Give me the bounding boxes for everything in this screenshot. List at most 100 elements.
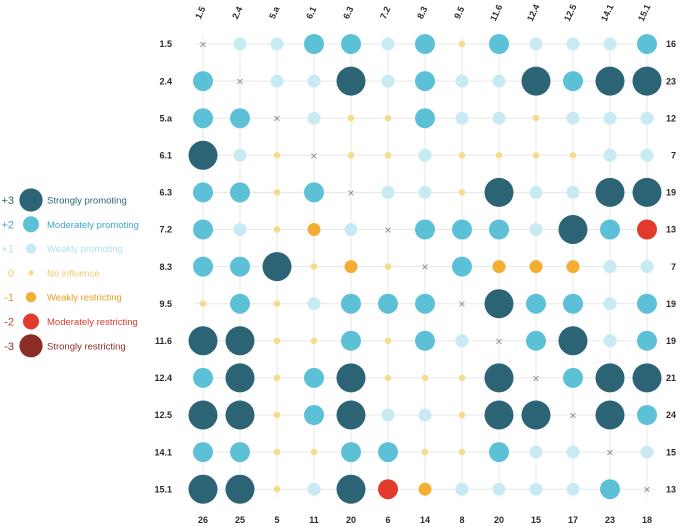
- bubble-9.5-7.2: [378, 293, 398, 314]
- column-sum: 20: [346, 515, 356, 525]
- legend-score: +3: [1, 195, 14, 207]
- bubble-1.5-5.a: [270, 37, 284, 51]
- self-interaction-mark: ×: [384, 225, 392, 236]
- bubble-9.5-5.a: [273, 300, 281, 308]
- legend-label: Strongly promoting: [47, 196, 127, 207]
- bubble-8.3-6.3: [344, 260, 358, 274]
- legend-label: Strongly restricting: [47, 341, 126, 352]
- bubble-8.3-12.5: [566, 260, 580, 274]
- bubble-11.6-15.1: [637, 330, 657, 351]
- bubble-6.3-8.3: [418, 185, 432, 199]
- column-sum: 25: [235, 515, 245, 525]
- bubble-1.5-15.1: [637, 34, 657, 54]
- bubble-2.4-12.5: [563, 71, 583, 92]
- bubble-12.4-1.5: [193, 367, 213, 388]
- row-label: 5.a: [159, 113, 173, 123]
- bubble-12.5-11.6: [484, 400, 514, 430]
- bubble-14.1-12.4: [529, 445, 543, 459]
- column-label: 9.5: [452, 5, 466, 21]
- column-sum: 20: [494, 515, 504, 525]
- bubble-5.a-6.3: [347, 114, 355, 122]
- bubble-11.6-8.3: [415, 330, 435, 351]
- legend-swatch: [19, 188, 43, 212]
- bubble-8.3-15.1: [640, 260, 654, 274]
- bubble-8.3-5.a: [262, 252, 292, 282]
- bubble-6.3-11.6: [484, 177, 514, 207]
- column-label: 14.1: [599, 3, 615, 23]
- bubble-12.5-8.3: [418, 408, 432, 422]
- row-sum: 13: [666, 484, 676, 494]
- bubble-12.5-15.1: [637, 405, 657, 425]
- bubble-9.5-2.4: [230, 293, 250, 314]
- bubble-2.4-1.5: [193, 71, 213, 92]
- row-label: 12.4: [154, 373, 172, 383]
- bubble-5.a-12.5: [566, 111, 580, 125]
- bubble-15.1-6.3: [336, 474, 366, 504]
- bubble-11.6-7.2: [384, 337, 392, 345]
- bubble-9.5-6.1: [307, 297, 321, 311]
- column-label: 12.4: [525, 3, 541, 23]
- bubble-9.5-6.3: [341, 293, 361, 314]
- bubble-12.4-14.1: [595, 363, 625, 393]
- bubble-12.5-9.5: [458, 411, 466, 419]
- row-label: 11.6: [155, 336, 172, 346]
- bubble-1.5-11.6: [489, 34, 509, 54]
- bubble-12.4-6.1: [304, 367, 324, 388]
- bubble-12.5-5.a: [273, 411, 281, 419]
- self-interaction-mark: ×: [606, 448, 614, 459]
- bubble-6.1-9.5: [458, 152, 466, 159]
- column-label: 2.4: [230, 5, 244, 21]
- bubble-6.3-7.2: [381, 185, 395, 199]
- row-sum: 7: [671, 262, 676, 272]
- bubble-12.5-1.5: [188, 400, 218, 430]
- bubble-12.5-14.1: [595, 400, 625, 430]
- bubble-6.3-15.1: [632, 177, 662, 207]
- column-label: 11.6: [488, 3, 504, 23]
- column-sum: 26: [198, 515, 208, 525]
- legend-score: 0: [8, 268, 14, 280]
- bubble-12.5-6.3: [336, 400, 366, 430]
- bubble-2.4-11.6: [492, 74, 506, 88]
- bubble-8.3-2.4: [230, 256, 250, 277]
- bubble-7.2-11.6: [489, 219, 509, 240]
- row-sum: 21: [666, 373, 676, 383]
- bubble-11.6-9.5: [455, 334, 469, 348]
- column-sum: 11: [309, 515, 319, 525]
- bubble-12.4-11.6: [484, 363, 514, 393]
- bubble-1.5-6.3: [341, 34, 361, 54]
- bubble-12.4-8.3: [421, 374, 429, 382]
- axis-labels: 1.5 2.4 5.a 6.1 6.3 7.2 8.3 9.5 11.6 12.4 12.5 14.1…: [154, 3, 676, 525]
- self-interaction-mark: ×: [236, 77, 244, 88]
- bubble-14.1-2.4: [230, 442, 250, 463]
- row-label: 8.3: [159, 262, 172, 272]
- bubble-6.3-12.5: [566, 185, 580, 199]
- bubble-2.4-14.1: [595, 66, 625, 96]
- bubble-6.1-11.6: [495, 152, 503, 159]
- row-label: 9.5: [159, 299, 172, 309]
- bubble-14.1-1.5: [193, 442, 213, 463]
- legend-label: No influence: [47, 268, 100, 279]
- column-sum: 6: [385, 515, 390, 525]
- row-label: 15.1: [154, 484, 172, 494]
- bubble-1.5-9.5: [458, 40, 466, 48]
- bubble-11.6-6.1: [310, 337, 318, 345]
- bubble-5.a-6.1: [307, 111, 321, 125]
- self-interaction-mark: ×: [458, 299, 466, 310]
- self-interaction-mark: ×: [347, 188, 355, 199]
- bubble-7.2-15.1: [637, 219, 657, 240]
- column-label: 6.3: [341, 5, 355, 21]
- column-sum: 8: [459, 515, 464, 525]
- column-sum: 15: [531, 515, 541, 525]
- row-label: 2.4: [159, 76, 172, 86]
- bubble-11.6-2.4: [225, 326, 255, 356]
- bubble-15.1-5.a: [273, 485, 281, 493]
- bubble-7.2-12.5: [558, 215, 588, 244]
- bubble-12.4-7.2: [384, 374, 392, 382]
- bubble-15.1-14.1: [600, 479, 620, 500]
- bubble-8.3-14.1: [603, 260, 617, 274]
- bubble-2.4-15.1: [632, 66, 662, 96]
- bubble-2.4-6.1: [307, 74, 321, 88]
- bubble-5.a-1.5: [193, 108, 213, 129]
- bubble-15.1-7.2: [378, 479, 398, 500]
- bubble-15.1-12.4: [529, 482, 543, 496]
